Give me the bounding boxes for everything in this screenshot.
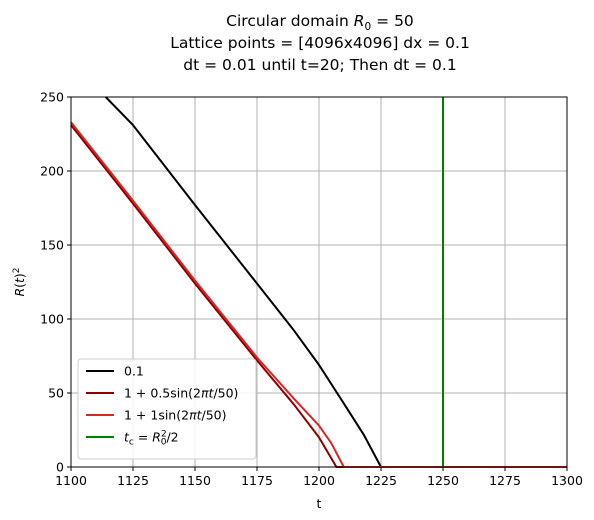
legend: 0.1 1 + 0.5sin(2πt/50) 1 + 1sin(2πt/50) tc … [77,358,257,460]
y-tick-label: 200 [40,164,64,179]
y-axis-label: R(t)2 [12,267,27,296]
x-tick-label: 1200 [303,473,335,488]
x-tick-label: 1250 [427,473,459,488]
series-lines [70,96,567,468]
legend-label-1: 0.1 [124,364,144,379]
x-tick-label: 1275 [489,473,521,488]
x-tick-label: 1100 [55,473,87,488]
legend-label-3: 1 + 1sin(2πt/50) [124,408,227,423]
y-tick-label: 50 [48,386,64,401]
y-tick-label: 250 [40,90,64,105]
series-line-1 [104,96,567,468]
x-tick-label: 1225 [365,473,397,488]
chart-title: Circular domain R0 = 50 Lattice points =… [170,12,470,74]
y-tick-label: 0 [56,460,64,475]
title-line-2: Lattice points = [4096x4096] dx = 0.1 [170,34,470,52]
x-tick-label: 1300 [551,473,583,488]
x-tick-label: 1125 [117,473,149,488]
x-tick-label: 1150 [179,473,211,488]
title-line-1: Circular domain R0 = 50 [226,12,414,33]
legend-label-2: 1 + 0.5sin(2πt/50) [124,386,238,401]
title-line-3: dt = 0.01 until t=20; Then dt = 0.1 [183,56,456,74]
axis-ticks: 1100 1125 1150 1175 1200 1225 1250 1275 1300 0 50 1… [40,90,583,489]
series-line-2 [70,124,567,468]
y-tick-label: 150 [40,238,64,253]
series-line-3 [70,121,567,468]
legend-box [77,358,257,460]
x-tick-label: 1175 [241,473,273,488]
y-tick-label: 100 [40,312,64,327]
x-axis-label: t [317,496,322,511]
legend-label-4: tc = R2 0/2 [124,430,179,448]
